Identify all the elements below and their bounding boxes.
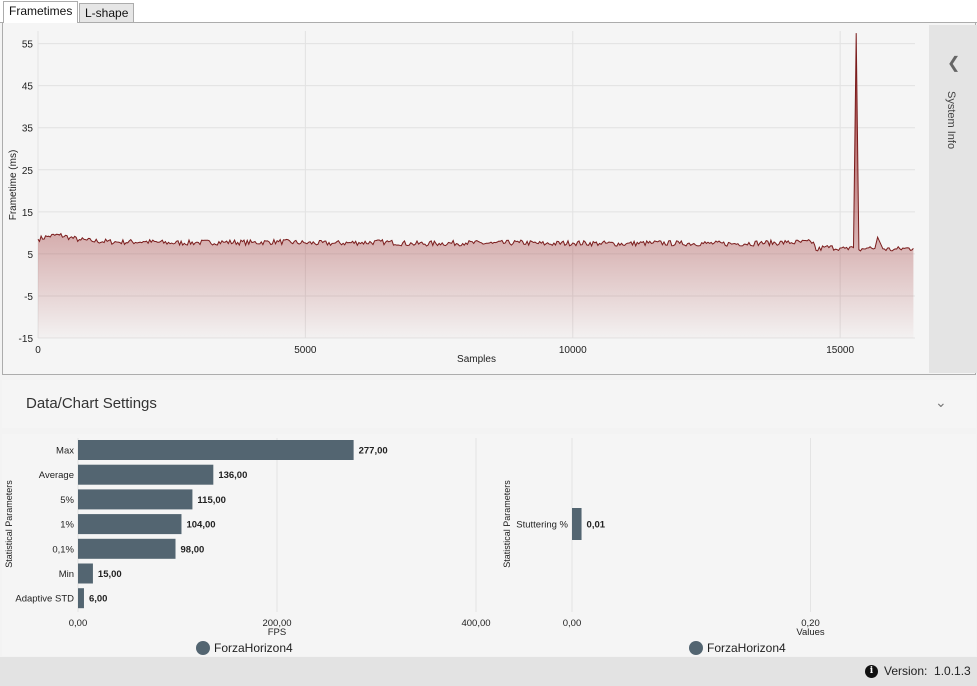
x-tick-label: 400,00 [461, 618, 490, 629]
bar-category-label: Stuttering % [516, 520, 568, 531]
bar-value-label: 98,00 [181, 544, 205, 555]
bar [572, 508, 582, 540]
y-tick-label: 5 [27, 250, 33, 261]
tab-divider [0, 22, 977, 23]
bar [78, 563, 93, 584]
y-tick-label: 35 [22, 124, 34, 135]
y-axis-label: Statistical Parameters [4, 480, 14, 568]
x-tick-label: 15000 [826, 345, 854, 356]
x-tick-label: 200,00 [262, 618, 291, 629]
y-tick-label: -15 [19, 334, 34, 345]
bar-category-label: 0,1% [52, 544, 74, 555]
bar-category-label: 1% [60, 520, 74, 531]
frametime-chart-panel: 0 5000 10000 15000 -15 -5 5 15 25 35 45 55 Samples Fr… [2, 23, 977, 375]
bar-category-label: 5% [60, 495, 74, 506]
bar-category-label: Adaptive STD [15, 594, 74, 605]
legend-label: ForzaHorizon4 [214, 641, 293, 655]
frametime-area [38, 33, 914, 338]
chevron-down-icon[interactable]: ⌄ [935, 394, 947, 410]
chevron-left-icon[interactable]: ❮ [947, 55, 961, 72]
tab-frametimes[interactable]: Frametimes [3, 1, 79, 23]
x-tick-label: 10000 [559, 345, 587, 356]
statistics-charts: 0,00 200,00 400,00 Max 277,00 Average 136,00 5%… [4, 438, 825, 638]
bar [78, 588, 84, 609]
bar-category-label: Min [59, 569, 74, 580]
bar [78, 514, 182, 535]
bar-value-label: 136,00 [218, 470, 247, 481]
status-bar: i Version: 1.0.1.3 [0, 657, 977, 686]
bar-category-label: Max [56, 446, 74, 457]
legend-label-2: ForzaHorizon4 [707, 641, 786, 655]
version-text: Version: 1.0.1.3 [884, 664, 971, 678]
y-tick-label: 15 [22, 208, 34, 219]
x-axis-label: Samples [457, 354, 496, 365]
y-axis-label: Statistical Parameters [502, 480, 512, 568]
x-tick-label: 5000 [294, 345, 317, 356]
bar-value-label: 0,01 [587, 520, 606, 531]
bar [78, 440, 354, 460]
legend-marker [196, 641, 210, 655]
bar [78, 489, 193, 510]
y-tick-label: -5 [24, 292, 33, 303]
bar-value-label: 6,00 [89, 594, 108, 605]
x-tick-label: 0,20 [801, 618, 820, 629]
system-info-panel[interactable]: ❮ System Info [929, 25, 977, 373]
system-info-label: System Info [945, 91, 957, 150]
frametime-line [37, 33, 914, 252]
frametime-chart: 0 5000 10000 15000 -15 -5 5 15 25 35 45 55 Samples Fr… [8, 31, 915, 365]
y-tick-label: 45 [22, 82, 34, 93]
bar-value-label: 15,00 [98, 569, 122, 580]
x-axis-label: FPS [268, 627, 286, 638]
bar-value-label: 115,00 [197, 495, 226, 506]
x-tick-label: 0,00 [563, 618, 582, 629]
info-icon: i [865, 665, 878, 678]
bar-category-label: Average [39, 470, 74, 481]
bar [78, 464, 214, 485]
tab-l-shape[interactable]: L-shape [79, 3, 135, 23]
tab-bar: Frametimes L-shape [0, 0, 977, 23]
x-tick-label: 0 [35, 345, 41, 356]
legend-marker-2 [689, 641, 703, 655]
y-axis-label: Frametime (ms) [8, 150, 19, 221]
y-tick-label: 55 [22, 40, 34, 51]
bar [78, 538, 176, 559]
data-chart-settings-expander[interactable]: Data/Chart Settings ⌄ [2, 380, 976, 428]
x-tick-label: 0,00 [69, 618, 88, 629]
y-tick-label: 25 [22, 166, 34, 177]
bar-value-label: 277,00 [359, 446, 388, 457]
bar-value-label: 104,00 [186, 520, 215, 531]
statistics-panel: 0,00 200,00 400,00 Max 277,00 Average 136,00 5%… [2, 434, 976, 656]
settings-title: Data/Chart Settings [26, 395, 157, 412]
x-axis-label: Values [796, 627, 825, 638]
